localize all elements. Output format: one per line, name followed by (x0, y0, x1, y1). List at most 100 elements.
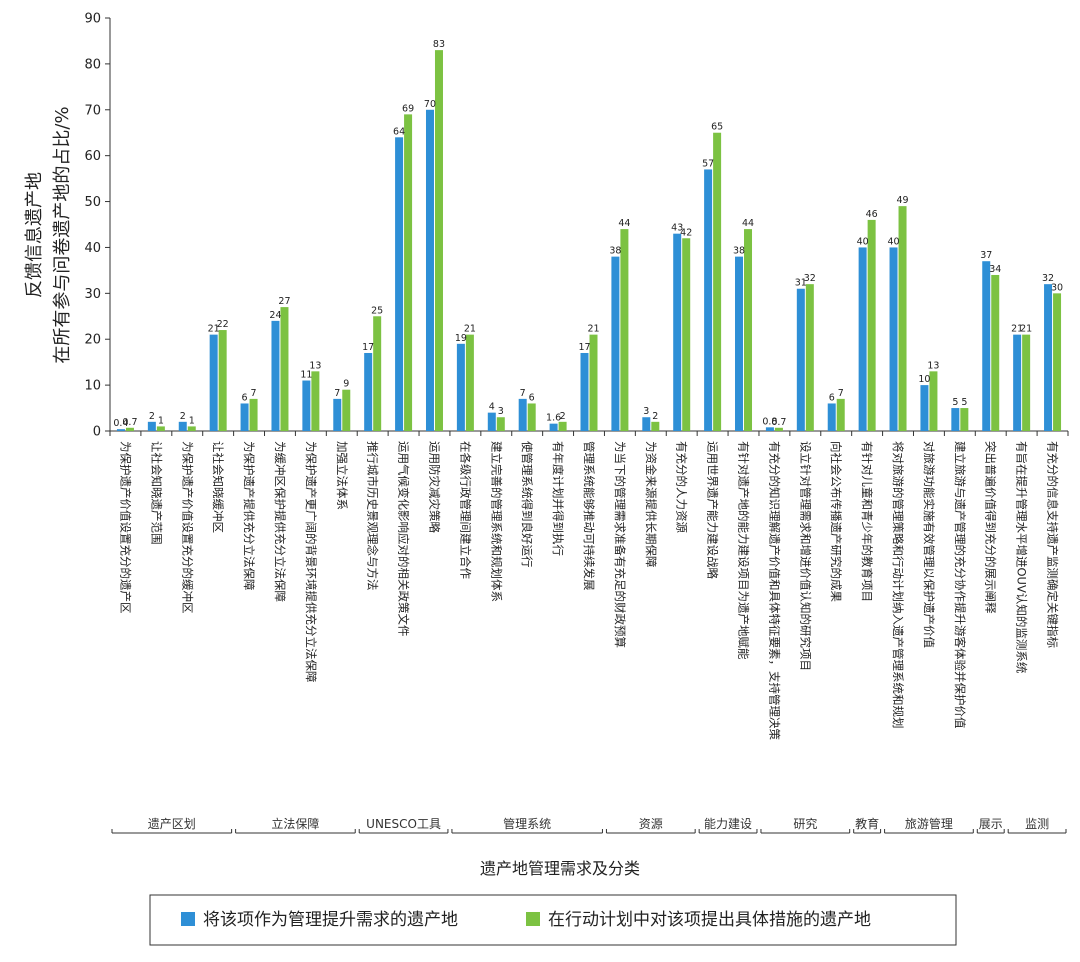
data-label-series-1: 40 (887, 236, 899, 247)
x-tick-label: 让社会知晓缓冲区 (211, 441, 225, 533)
x-tick-label: 突出普遍价值得到充分的展示阐释 (984, 441, 998, 614)
y-tick-label: 60 (84, 149, 101, 164)
bar-series-1 (765, 427, 774, 431)
group-label: 旅游管理 (905, 816, 953, 831)
bar-series-1 (116, 429, 125, 431)
bar-series-2 (156, 426, 165, 431)
data-label-series-2: 22 (217, 319, 229, 330)
y-axis-title: 反馈信息遗产地 在所有参与问卷遗产地的占比/% (24, 106, 73, 363)
data-label-series-1: 4 (489, 402, 495, 413)
bar-series-2 (744, 229, 753, 431)
y-axis-title-line-2: 在所有参与问卷遗产地的占比/% (52, 106, 73, 363)
data-label-series-2: 9 (343, 379, 349, 390)
y-tick-label: 10 (84, 379, 101, 394)
data-label-series-1: 57 (702, 158, 714, 169)
x-tick-label: 向社会公布传播遗产研究的成果 (829, 441, 843, 602)
data-label-series-1: 2 (149, 411, 155, 422)
x-tick-label: 加强立法体系 (335, 441, 349, 510)
data-label-series-2: 21 (1020, 324, 1032, 335)
data-label-series-2: 46 (866, 209, 878, 220)
data-label-series-2: 13 (309, 360, 321, 371)
y-tick-label: 0 (93, 425, 101, 440)
data-label-series-2: 2 (560, 411, 566, 422)
data-label-series-1: 21 (208, 324, 220, 335)
bar-series-2 (218, 330, 227, 431)
bar-series-2 (713, 132, 722, 431)
legend-swatch-series-2 (526, 912, 540, 926)
data-label-series-2: 25 (371, 305, 383, 316)
bar-series-1 (209, 334, 218, 431)
x-tick-label: 建立完善的管理系统和规划体系 (489, 441, 503, 602)
bar-series-1 (364, 352, 373, 431)
x-tick-label: 在各级行政管理间建立合作 (458, 441, 472, 579)
x-tick-label: 为缓冲区保护提供充分立法保障 (273, 441, 287, 602)
bar-series-1 (456, 343, 465, 431)
x-tick-label: 为保护遗产价值设置充分的缓冲区 (180, 441, 194, 614)
bar-series-2 (620, 229, 629, 431)
bar-series-2 (434, 50, 443, 431)
x-tick-label: 运用世界遗产能力建设战略 (706, 441, 720, 579)
x-tick-label: 管理系统能够推动可持续发展 (582, 441, 596, 591)
legend-swatch-series-1 (181, 912, 195, 926)
bar-series-1 (982, 261, 991, 431)
x-tick-label: 有充分的知识理解遗产价值和具体特征要素，支持管理决策 (767, 441, 781, 740)
data-label-series-2: 1 (158, 415, 164, 426)
data-label-series-2: 6 (529, 392, 535, 403)
group-label: 立法保障 (271, 816, 319, 831)
x-tick-label: 对旅游功能实施有效管理以保护遗产价值 (922, 441, 936, 648)
data-label-series-2: 13 (927, 360, 939, 371)
group-label: 监测 (1025, 817, 1049, 831)
x-tick-label: 有充分的人力资源 (675, 441, 689, 533)
bar-series-1 (425, 109, 434, 432)
data-label-series-1: 24 (269, 310, 281, 321)
data-label-series-2: 30 (1051, 282, 1063, 293)
data-label-series-2: 2 (652, 411, 658, 422)
data-label-series-1: 7 (520, 388, 526, 399)
bar-series-1 (302, 380, 311, 431)
bar-series-1 (673, 233, 682, 431)
x-tick-label: 设立针对管理需求和增进价值认知的研究项目 (798, 441, 812, 671)
y-tick-label: 20 (84, 333, 101, 348)
bar-series-1 (178, 421, 187, 431)
x-tick-label: 建立旅游与遗产管理的充分协作提升游客体验并保护价值 (953, 441, 967, 729)
data-label-series-1: 70 (424, 99, 436, 110)
category-groups: 遗产区划 立法保障 UNESCO工具 管理系统 资源 能力建设 研究 教育 旅游管理 展示 监测 (111, 816, 1067, 834)
data-label-series-1: 3 (643, 406, 649, 417)
data-label-series-1: 38 (733, 246, 745, 257)
group-label: 展示 (979, 817, 1003, 831)
bar-series-1 (333, 398, 342, 431)
y-tick-label: 80 (84, 57, 101, 72)
bar-series-2 (249, 398, 258, 431)
bar-series-2 (404, 114, 413, 431)
bar-series-1 (518, 398, 527, 431)
group-label: 教育 (855, 816, 879, 831)
bar-series-2 (311, 371, 320, 431)
bar-series-2 (280, 307, 289, 431)
data-label-series-2: 0.7 (771, 417, 786, 428)
bar-series-2 (960, 408, 969, 431)
data-label-series-2: 44 (742, 218, 754, 229)
group-label: 能力建设 (704, 817, 752, 831)
bar-series-2 (589, 334, 598, 431)
data-label-series-2: 34 (989, 264, 1001, 275)
bar-series-1 (240, 403, 249, 431)
data-label-series-1: 6 (242, 392, 248, 403)
x-tick-label: 使管理系统得到良好运行 (520, 441, 534, 568)
bar-series-1 (858, 247, 867, 431)
bar-series-2 (465, 334, 474, 431)
legend-label-series-1: 将该项作为管理提升需求的遗产地 (203, 910, 458, 930)
bar-series-2 (867, 219, 876, 431)
data-label-series-2: 1 (189, 415, 195, 426)
data-label-series-2: 83 (433, 39, 445, 50)
bar-series-2 (898, 206, 907, 431)
bar-series-1 (487, 412, 496, 431)
data-label-series-2: 69 (402, 103, 414, 114)
axes (109, 18, 1069, 436)
bar-series-2 (342, 389, 351, 431)
x-tick-label: 有针对遗产地的能力建设项目为遗产地赋能 (737, 441, 751, 660)
group-label: 遗产区划 (148, 817, 196, 831)
data-label-series-1: 17 (362, 342, 374, 353)
bar-series-1 (642, 417, 651, 431)
data-label-series-2: 32 (804, 273, 816, 284)
